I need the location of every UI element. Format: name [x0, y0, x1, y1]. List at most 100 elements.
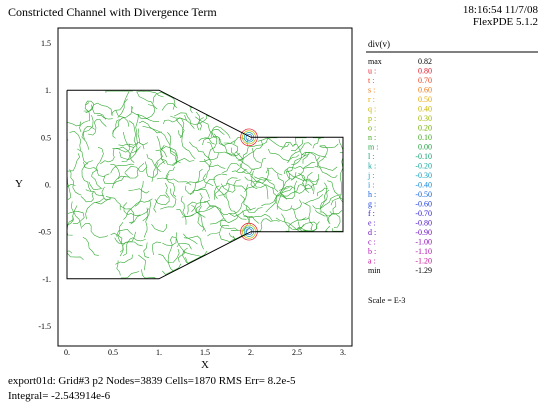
contour-line — [81, 222, 109, 238]
contour-line — [278, 185, 296, 191]
legend-key: n : — [368, 133, 376, 142]
legend-key: g : — [368, 200, 376, 209]
contour-line — [289, 162, 315, 178]
contour-line — [267, 148, 300, 162]
contour-line — [105, 196, 121, 211]
contour-line — [208, 164, 226, 169]
contour-line — [131, 113, 139, 153]
contour-line — [189, 106, 193, 114]
contour-line — [243, 216, 259, 224]
contour-line — [276, 187, 290, 210]
x-axis-ticks: 0. 0.5 1. 1.5 2. 2.5 3. — [64, 348, 346, 357]
contour-line — [142, 200, 151, 222]
x-tick-label: 1. — [156, 348, 162, 357]
legend-key: e : — [368, 219, 376, 228]
contour-line — [296, 221, 318, 232]
contour-line — [154, 150, 163, 167]
contour-line — [302, 202, 313, 230]
legend-value: -1.20 — [415, 257, 432, 266]
contour-line — [121, 148, 139, 162]
contour-line — [173, 112, 195, 129]
contour-line — [163, 117, 188, 125]
legend-key: m : — [368, 143, 378, 152]
contour-line — [244, 176, 275, 189]
contour-line — [119, 241, 143, 257]
y-tick-label: -0.5 — [38, 228, 51, 237]
contour-line — [302, 152, 327, 164]
legend-value: 0.80 — [418, 67, 432, 76]
contour-line — [110, 164, 121, 180]
x-axis-label: X — [201, 359, 209, 371]
contour-line — [233, 137, 247, 145]
contour-line — [228, 232, 236, 240]
contour-line — [178, 130, 196, 160]
contour-line — [167, 132, 178, 166]
contour-line — [218, 137, 240, 156]
contour-line — [231, 168, 247, 173]
contour-line — [195, 111, 202, 131]
legend-value: -0.80 — [415, 219, 432, 228]
contour-line — [290, 174, 320, 183]
legend-key: k : — [368, 162, 376, 171]
contour-line — [265, 167, 283, 176]
contour-line — [95, 197, 113, 205]
y-tick-label: -1. — [42, 275, 51, 284]
contour-line — [120, 271, 140, 279]
legend-key: f : — [368, 209, 375, 218]
legend-value: 0.60 — [418, 86, 432, 95]
contour-line — [66, 216, 74, 245]
contour-line — [218, 183, 230, 196]
contour-line — [172, 236, 187, 264]
contour-line — [91, 169, 102, 189]
contour-line — [304, 171, 313, 193]
contour-line — [261, 197, 277, 207]
contour-line — [124, 161, 148, 173]
legend-key: i : — [368, 181, 374, 190]
contour-line — [220, 179, 241, 193]
contour-line — [66, 243, 73, 254]
contour-line — [229, 207, 256, 217]
contour-line — [320, 182, 328, 212]
contour-line — [101, 186, 111, 201]
contour-line — [110, 232, 123, 244]
contour-line — [160, 188, 177, 210]
contour-line — [152, 91, 176, 110]
legend-key: b : — [368, 247, 376, 256]
contour-line — [67, 153, 80, 172]
contour-line — [153, 194, 168, 213]
contour-line — [253, 180, 269, 200]
x-tick-label: 2.5 — [292, 348, 302, 357]
contour-line — [134, 180, 144, 207]
legend-value: 0.10 — [418, 133, 432, 142]
version-label: FlexPDE 5.1.2 — [472, 16, 538, 28]
contour-line — [138, 254, 146, 271]
contour-line — [293, 208, 307, 221]
contour-line — [206, 205, 227, 222]
contour-line — [128, 188, 150, 194]
legend-key: q : — [368, 105, 376, 114]
contour-line — [251, 148, 262, 164]
contour-line — [214, 177, 238, 200]
contour-line — [67, 211, 85, 224]
legend-key: t : — [368, 76, 374, 85]
legend-value: -1.29 — [415, 266, 432, 275]
legend-key: o : — [368, 124, 376, 133]
contour-line — [338, 166, 344, 199]
legend-value: 0.30 — [418, 114, 432, 123]
contour-line — [250, 170, 258, 190]
legend-value: 0.70 — [418, 76, 432, 85]
contour-line — [70, 201, 82, 229]
contour-line — [230, 147, 256, 170]
contour-line — [246, 205, 263, 213]
contour-line — [123, 131, 135, 148]
legend-key: c : — [368, 238, 376, 247]
contour-line — [191, 199, 211, 213]
contour-line — [254, 176, 279, 193]
contour-line — [297, 221, 311, 232]
contour-line — [298, 172, 315, 195]
contour-line — [103, 173, 127, 185]
contour-line — [265, 187, 293, 213]
contour-line — [143, 242, 150, 258]
contour-line — [83, 100, 95, 112]
